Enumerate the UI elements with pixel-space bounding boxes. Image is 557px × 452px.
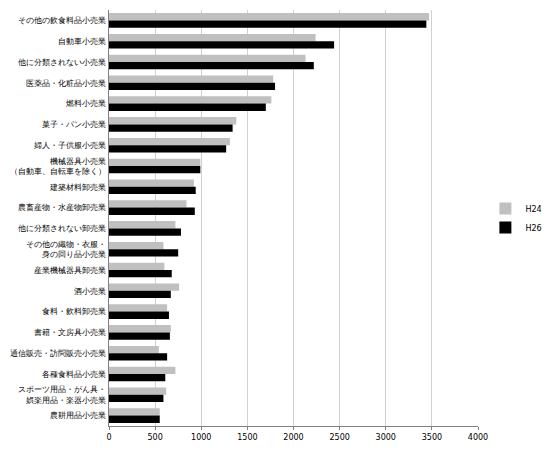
svg-text:建築材料卸売業: 建築材料卸売業 — [49, 183, 106, 192]
svg-text:4000: 4000 — [468, 433, 488, 442]
svg-text:農耕用品小売業: 農耕用品小売業 — [50, 411, 106, 420]
svg-text:自動車小売業: 自動車小売業 — [58, 37, 106, 46]
svg-text:1500: 1500 — [237, 433, 257, 442]
svg-text:菓子・パン小売業: 菓子・パン小売業 — [42, 120, 106, 129]
svg-text:他に分類されない小売業: 他に分類されない小売業 — [18, 58, 106, 67]
svg-text:その他の飲食料品小売業: その他の飲食料品小売業 — [18, 16, 106, 25]
svg-text:H26: H26 — [525, 224, 541, 233]
svg-text:各種食料品小売業: 各種食料品小売業 — [42, 370, 106, 379]
svg-text:500: 500 — [147, 433, 162, 442]
svg-text:機械器具小売業（自動車、自転車を除く）: 機械器具小売業（自動車、自転車を除く） — [10, 157, 106, 176]
svg-text:H24: H24 — [525, 205, 541, 214]
svg-text:燃料小売業: 燃料小売業 — [66, 99, 106, 108]
svg-text:医薬品・化粧品小売業: 医薬品・化粧品小売業 — [26, 79, 106, 88]
svg-text:他に分類されない卸売業: 他に分類されない卸売業 — [18, 224, 106, 233]
svg-text:その他の織物・衣服・身の回り品小売業: その他の織物・衣服・身の回り品小売業 — [26, 240, 106, 259]
svg-text:3000: 3000 — [376, 433, 396, 442]
svg-text:婦人・子供服小売業: 婦人・子供服小売業 — [34, 141, 106, 150]
svg-text:食料・飲料卸売業: 食料・飲料卸売業 — [42, 307, 106, 316]
svg-text:農畜産物・水産物卸売業: 農畜産物・水産物卸売業 — [18, 203, 106, 212]
svg-text:通信販売・訪問販売小売業: 通信販売・訪問販売小売業 — [10, 349, 106, 358]
svg-text:産業機械器具卸売業: 産業機械器具卸売業 — [34, 266, 106, 275]
svg-text:2500: 2500 — [329, 433, 349, 442]
svg-text:書籍・文房具小売業: 書籍・文房具小売業 — [34, 328, 106, 337]
svg-text:3500: 3500 — [422, 433, 442, 442]
svg-text:酒小売業: 酒小売業 — [74, 287, 106, 296]
svg-text:スポーツ用品・がん具・娯楽用品・楽器小売業: スポーツ用品・がん具・娯楽用品・楽器小売業 — [18, 385, 106, 404]
svg-text:0: 0 — [106, 433, 111, 442]
svg-text:2000: 2000 — [283, 433, 303, 442]
svg-text:1000: 1000 — [191, 433, 211, 442]
